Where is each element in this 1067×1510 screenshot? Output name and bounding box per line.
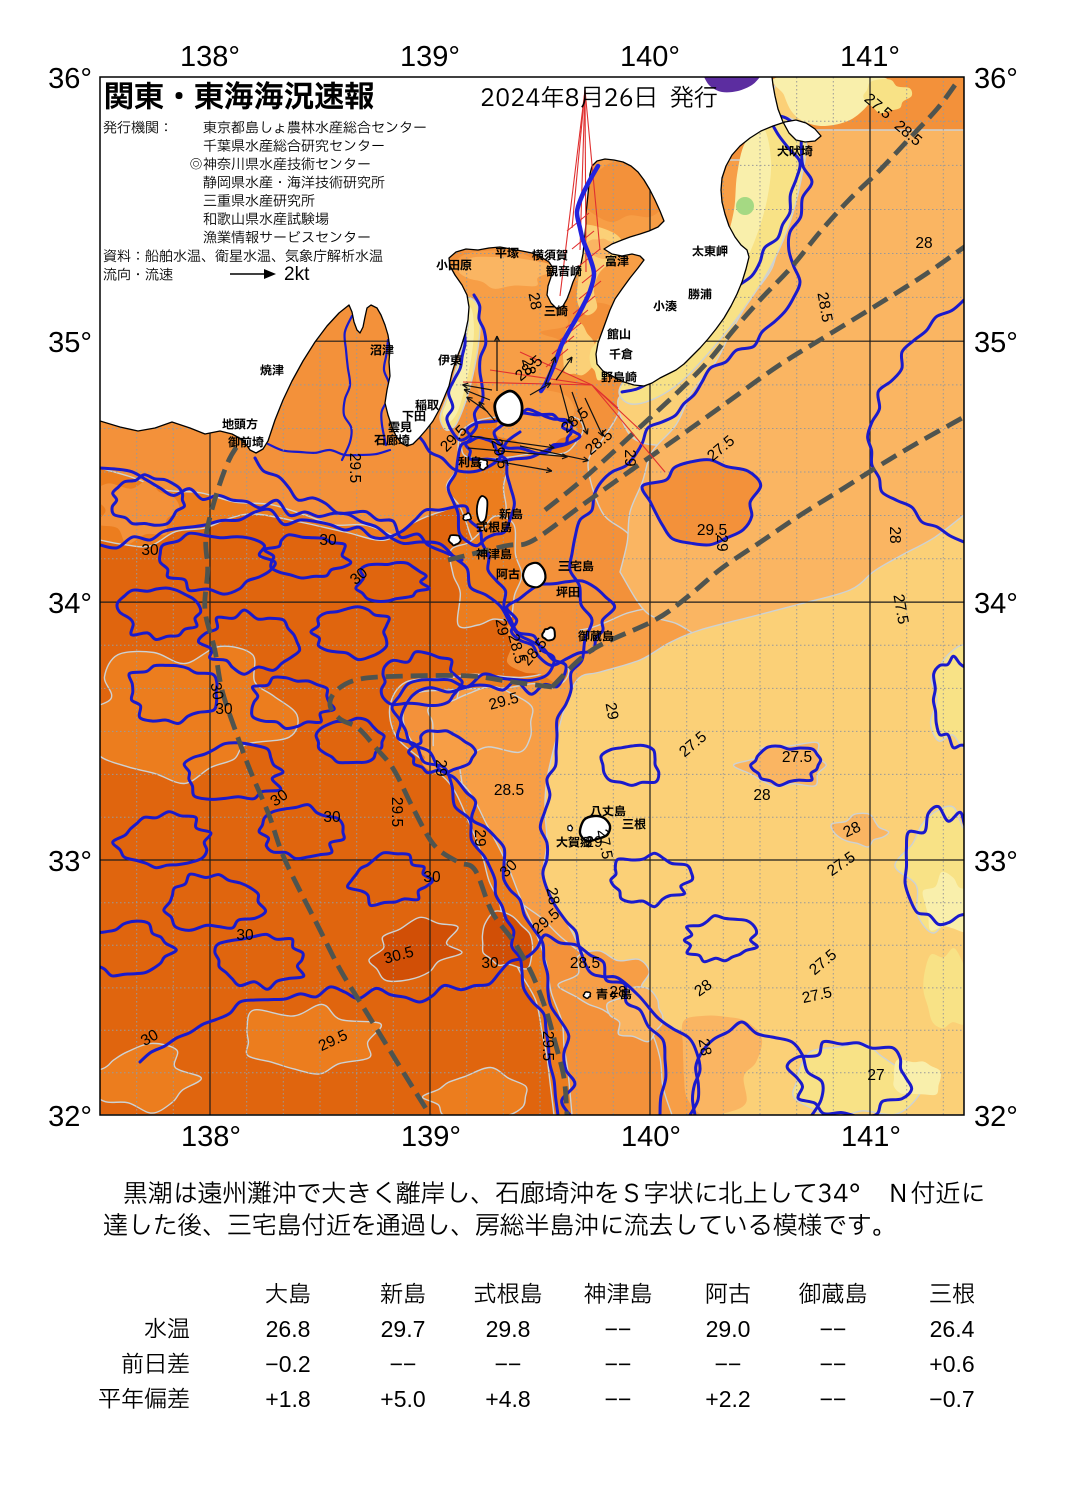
svg-text:36°: 36° <box>974 63 1018 95</box>
svg-text:29.8: 29.8 <box>486 1316 531 1342</box>
svg-text:−−: −− <box>820 1386 847 1412</box>
svg-text:30: 30 <box>141 542 159 559</box>
svg-text:138°: 138° <box>181 1121 241 1153</box>
svg-text:29.5: 29.5 <box>346 453 363 483</box>
svg-text:29: 29 <box>621 449 638 466</box>
svg-text:−−: −− <box>820 1316 847 1342</box>
svg-text:34°: 34° <box>974 588 1018 620</box>
svg-text:27: 27 <box>867 1067 884 1084</box>
svg-text:30: 30 <box>319 532 337 549</box>
svg-text:30: 30 <box>236 927 254 944</box>
svg-text:28: 28 <box>915 235 932 252</box>
svg-text:141°: 141° <box>840 41 900 73</box>
svg-text:+1.8: +1.8 <box>265 1386 310 1412</box>
svg-text:28.5: 28.5 <box>494 782 524 799</box>
svg-text:28: 28 <box>525 291 545 311</box>
svg-text:29: 29 <box>432 759 449 776</box>
svg-text:35°: 35° <box>48 327 92 359</box>
svg-text:26.8: 26.8 <box>266 1316 311 1342</box>
svg-text:30: 30 <box>481 955 499 972</box>
svg-text:27.5: 27.5 <box>782 749 812 766</box>
svg-text:30: 30 <box>423 869 441 886</box>
svg-text:28: 28 <box>753 787 770 804</box>
svg-text:32°: 32° <box>48 1101 92 1133</box>
svg-text:140°: 140° <box>620 41 680 73</box>
svg-text:−−: −− <box>390 1351 417 1377</box>
svg-text:−−: −− <box>495 1351 522 1377</box>
svg-text:−−: −− <box>605 1316 632 1342</box>
svg-text:30: 30 <box>215 701 233 718</box>
svg-text:+4.8: +4.8 <box>485 1386 530 1412</box>
svg-text:−−: −− <box>605 1351 632 1377</box>
svg-text:−0.7: −0.7 <box>929 1386 974 1412</box>
svg-text:29.7: 29.7 <box>381 1316 426 1342</box>
svg-text:140°: 140° <box>621 1121 681 1153</box>
svg-text:28: 28 <box>609 984 626 1001</box>
svg-text:30: 30 <box>323 809 341 826</box>
svg-text:36°: 36° <box>48 63 92 95</box>
svg-text:2kt: 2kt <box>284 264 310 285</box>
svg-text:−−: −− <box>820 1351 847 1377</box>
svg-text:29: 29 <box>713 534 730 551</box>
svg-text:29.0: 29.0 <box>706 1316 751 1342</box>
svg-text:29: 29 <box>492 617 512 637</box>
svg-text:26.4: 26.4 <box>930 1316 975 1342</box>
svg-text:30: 30 <box>207 681 227 701</box>
svg-text:29: 29 <box>471 829 488 846</box>
svg-text:34°: 34° <box>48 588 92 620</box>
svg-text:+0.6: +0.6 <box>929 1351 974 1377</box>
svg-text:29.5: 29.5 <box>539 1031 556 1061</box>
svg-text:33°: 33° <box>974 846 1018 878</box>
svg-text:+5.0: +5.0 <box>380 1386 425 1412</box>
svg-text:28: 28 <box>543 886 563 906</box>
svg-text:−0.2: −0.2 <box>265 1351 310 1377</box>
svg-text:28: 28 <box>695 1037 715 1057</box>
svg-text:+2.2: +2.2 <box>705 1386 750 1412</box>
svg-text:28: 28 <box>886 526 903 543</box>
svg-text:141°: 141° <box>841 1121 901 1153</box>
svg-text:29: 29 <box>602 701 622 721</box>
svg-text:28.5: 28.5 <box>570 955 600 972</box>
svg-text:−−: −− <box>605 1386 632 1412</box>
svg-text:139°: 139° <box>401 1121 461 1153</box>
svg-text:138°: 138° <box>180 41 240 73</box>
svg-text:33°: 33° <box>48 846 92 878</box>
svg-text:29.5: 29.5 <box>388 797 405 827</box>
svg-text:32°: 32° <box>974 1101 1018 1133</box>
svg-text:35°: 35° <box>974 327 1018 359</box>
svg-text:139°: 139° <box>400 41 460 73</box>
svg-text:−−: −− <box>715 1351 742 1377</box>
